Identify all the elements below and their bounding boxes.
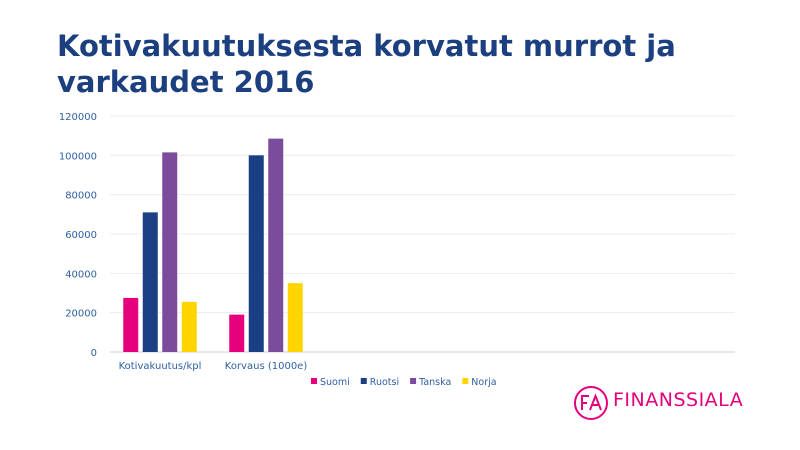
x-tick-label: Korvaus (1000e) — [225, 361, 308, 372]
fa-logo-icon — [574, 386, 608, 420]
y-tick-label: 40000 — [65, 269, 97, 280]
bar-ruotsi-1 — [142, 212, 158, 352]
legend-swatch-ruotsi — [360, 378, 367, 384]
y-tick-label: 100000 — [59, 151, 97, 162]
logo-wordmark: FINANSSIALA — [613, 389, 744, 411]
title-line-1: Kotivakuutuksesta korvatut murrot ja — [57, 29, 676, 63]
y-tick-label: 20000 — [65, 309, 97, 320]
bar-suomi-1 — [123, 297, 139, 352]
legend-label-tanska: Tanska — [418, 377, 451, 388]
legend-swatch-suomi — [311, 378, 317, 384]
bar-tanska-2 — [268, 138, 284, 352]
y-tick-label: 0 — [91, 348, 97, 359]
legend-swatch-tanska — [410, 378, 417, 384]
bar-tanska-1 — [162, 152, 178, 352]
y-tick-label: 120000 — [59, 112, 97, 123]
bar-ruotsi-2 — [248, 155, 264, 352]
bar-suomi-2 — [229, 314, 245, 352]
x-tick-label: Kotivakuutus/kpl — [119, 361, 202, 372]
y-tick-label: 80000 — [65, 191, 97, 202]
bar-norja-2 — [287, 283, 303, 352]
legend-label-norja: Norja — [471, 377, 496, 388]
y-tick-label: 60000 — [65, 230, 97, 241]
legend-swatch-norja — [462, 378, 469, 384]
chart-title: Kotivakuutuksesta korvatut murrot ja var… — [57, 28, 757, 100]
finanssiala-logo: FINANSSIALA — [573, 385, 763, 421]
legend-label-ruotsi: Ruotsi — [370, 377, 399, 388]
bar-norja-1 — [181, 301, 197, 352]
legend-label-suomi: Suomi — [320, 377, 350, 388]
title-line-2: varkaudet 2016 — [57, 65, 315, 99]
